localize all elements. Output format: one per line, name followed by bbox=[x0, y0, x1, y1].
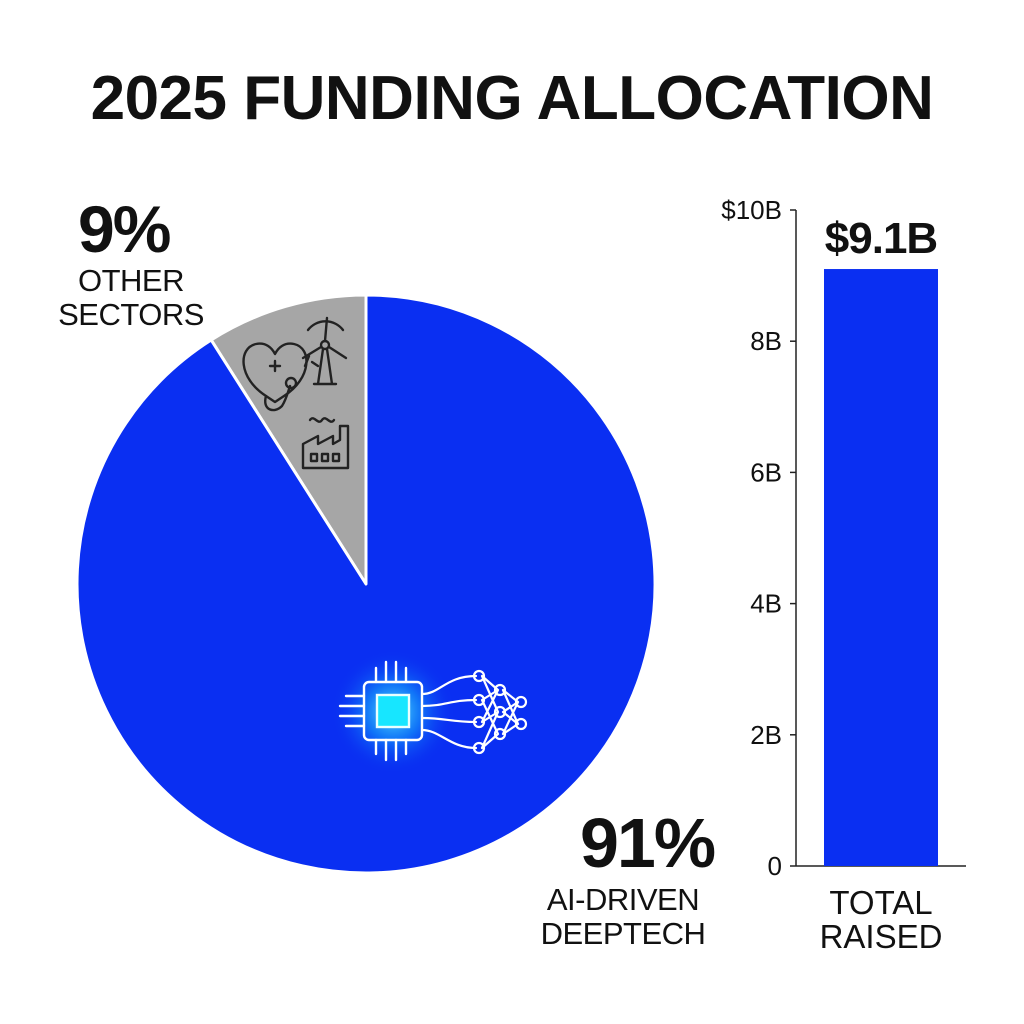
y-tick-label: 4B bbox=[750, 589, 782, 619]
slice-percent-other: 9% bbox=[78, 192, 171, 266]
slice-percent-ai: 91% bbox=[580, 804, 716, 882]
y-tick-label: 2B bbox=[750, 720, 782, 750]
neural-network-icon bbox=[420, 669, 528, 755]
y-tick-label: $10B bbox=[721, 195, 782, 225]
bar-total-raised bbox=[824, 269, 938, 866]
pie-slice-other-sectors bbox=[209, 293, 368, 586]
bar-value-label: $9.1B bbox=[824, 214, 938, 263]
y-tick-label: 8B bbox=[750, 326, 782, 356]
slice-label-ai: AI-DRIVEN DEEPTECH bbox=[540, 882, 706, 951]
y-tick-label: 6B bbox=[750, 457, 782, 487]
y-tick-label: 0 bbox=[768, 851, 782, 881]
chip-icon bbox=[338, 660, 424, 762]
slice-label-other: OTHER SECTORS bbox=[58, 263, 204, 332]
bar-category-label: TOTAL RAISED bbox=[819, 884, 943, 955]
factory-icon bbox=[301, 417, 350, 470]
wind-turbine-icon bbox=[301, 316, 348, 386]
chart-title: 2025 FUNDING ALLOCATION bbox=[90, 64, 934, 133]
